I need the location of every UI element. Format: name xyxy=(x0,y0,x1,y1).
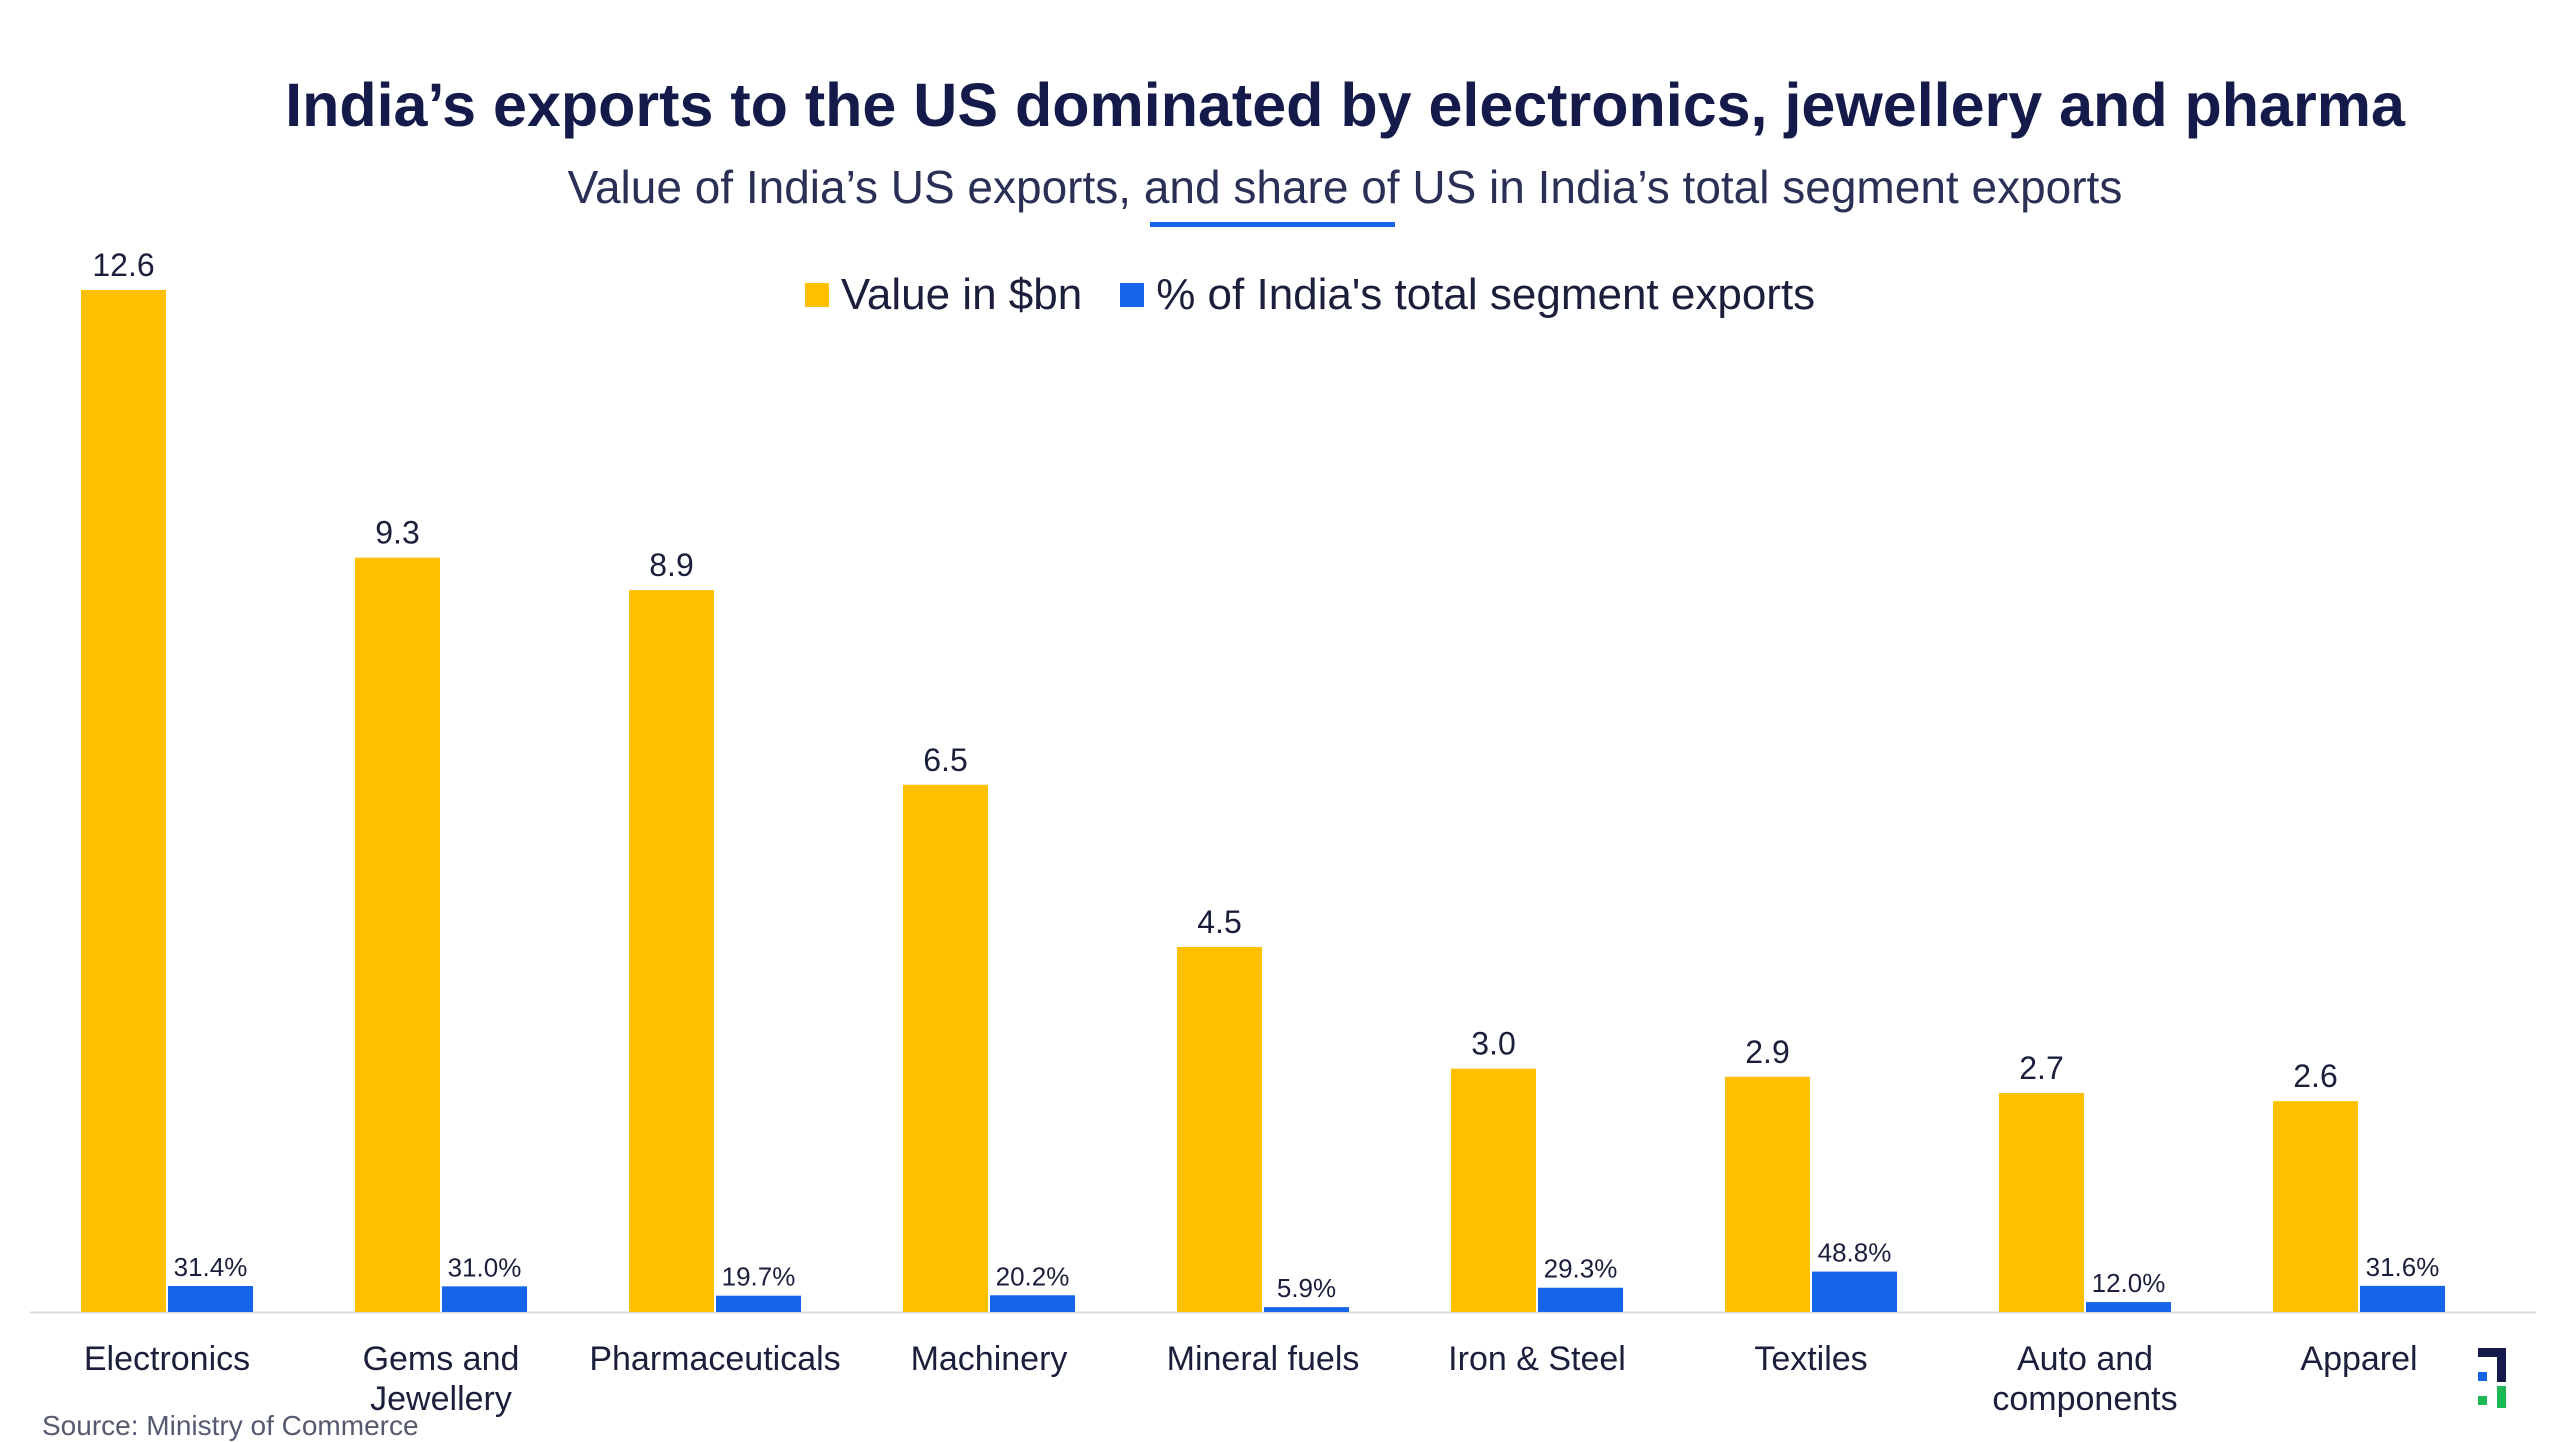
data-label-share: 5.9% xyxy=(1277,1273,1336,1303)
bar-share xyxy=(1812,1271,1897,1312)
x-tick-label: Textiles xyxy=(1754,1340,1867,1378)
legend-swatch-share xyxy=(1120,283,1145,307)
bar-value xyxy=(355,557,440,1312)
brand-logo-icon xyxy=(2478,1348,2506,1408)
data-label-share: 20.2% xyxy=(996,1261,1070,1291)
legend-label-share: % of India's total segment exports xyxy=(1156,270,1816,319)
chart-legend: Value in $bn % of India's total segment … xyxy=(0,270,2560,320)
x-tick-label: Electronics xyxy=(84,1340,250,1378)
x-tick-label: Jewellery xyxy=(370,1380,512,1418)
data-label-share: 12.0% xyxy=(2092,1268,2166,1298)
data-label-share: 48.8% xyxy=(1818,1238,1892,1268)
chart-subtitle: Value of India’s US exports, and share o… xyxy=(567,161,2123,213)
bar-value xyxy=(629,590,714,1312)
bar-share xyxy=(1264,1307,1349,1312)
x-tick-label: Gems and xyxy=(363,1340,520,1378)
legend-item-share: % of India's total segment exports xyxy=(1120,270,1815,320)
bar-value xyxy=(1999,1093,2084,1312)
data-label-value: 9.3 xyxy=(375,515,419,551)
data-label-value: 8.9 xyxy=(649,547,693,583)
bar-value xyxy=(81,290,166,1312)
bar-share xyxy=(1538,1287,1623,1312)
bar-share xyxy=(716,1295,801,1312)
data-label-share: 19.7% xyxy=(722,1262,796,1292)
bar-share xyxy=(168,1286,253,1312)
x-tick-label: Mineral fuels xyxy=(1167,1340,1360,1378)
data-label-value: 3.0 xyxy=(1471,1026,1515,1062)
bar-value xyxy=(1177,947,1262,1312)
bar-share xyxy=(2086,1302,2171,1312)
bar-value xyxy=(2273,1101,2358,1312)
legend-item-value: Value in $bn xyxy=(804,270,1083,320)
legend-swatch-value xyxy=(804,283,829,307)
chart-title: India’s exports to the US dominated by e… xyxy=(285,71,2405,139)
data-label-share: 31.6% xyxy=(2366,1252,2440,1282)
subtitle-underline xyxy=(1150,222,1395,227)
bar-value xyxy=(903,784,988,1312)
x-tick-label: Apparel xyxy=(2300,1340,2417,1378)
data-label-value: 2.6 xyxy=(2293,1058,2337,1094)
x-tick-label: Pharmaceuticals xyxy=(589,1340,840,1378)
source-note: Source: Ministry of Commerce xyxy=(42,1410,419,1441)
bar-share xyxy=(990,1295,1075,1312)
legend-label-value: Value in $bn xyxy=(840,270,1083,319)
x-tick-label: Machinery xyxy=(911,1340,1068,1378)
bar-value xyxy=(1725,1076,1810,1312)
data-label-share: 29.3% xyxy=(1544,1254,1618,1284)
data-label-value: 4.5 xyxy=(1197,904,1241,940)
data-label-share: 31.0% xyxy=(448,1252,522,1282)
bar-value xyxy=(1451,1068,1536,1312)
bar-share xyxy=(2360,1285,2445,1312)
data-label-value: 12.6 xyxy=(92,247,154,283)
data-label-share: 31.4% xyxy=(174,1252,248,1282)
data-label-value: 6.5 xyxy=(923,742,967,778)
x-tick-label: components xyxy=(1992,1380,2177,1418)
x-tick-label: Auto and xyxy=(2017,1340,2153,1378)
data-label-value: 2.9 xyxy=(1745,1034,1789,1070)
data-label-value: 2.7 xyxy=(2019,1050,2063,1086)
bar-share xyxy=(442,1286,527,1312)
x-tick-label: Iron & Steel xyxy=(1448,1340,1626,1378)
